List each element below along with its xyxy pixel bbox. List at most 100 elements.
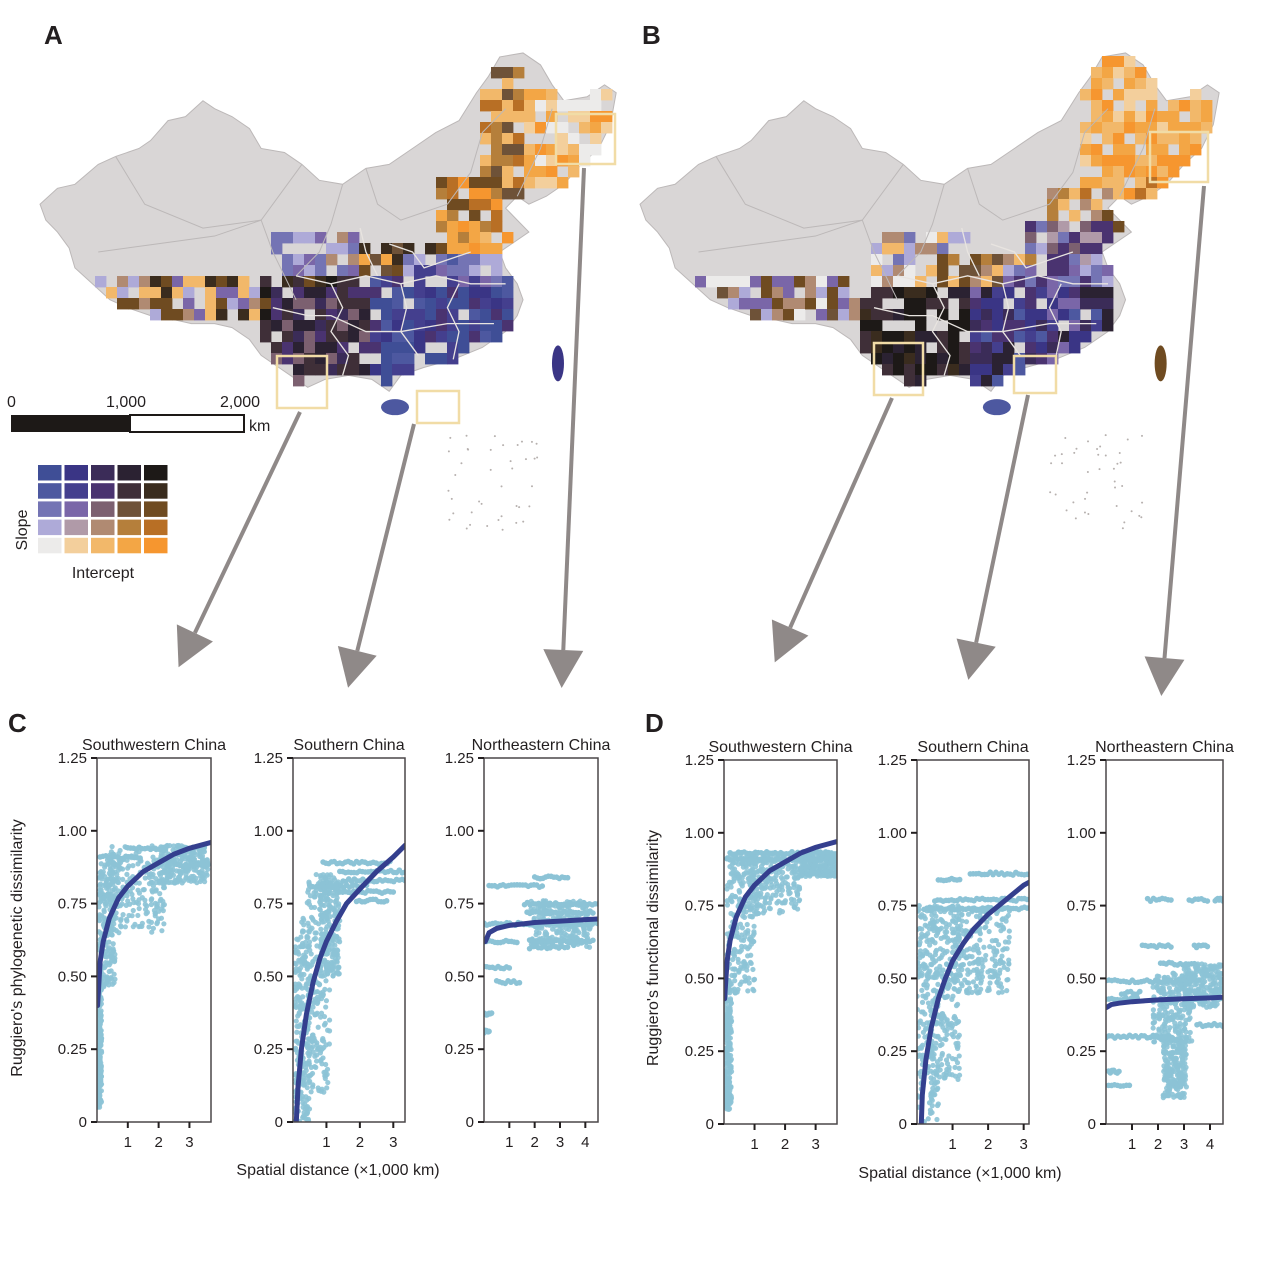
y-tick-label: 0.50 — [254, 968, 283, 985]
grid-cell — [568, 144, 580, 156]
data-point — [740, 879, 746, 886]
data-point — [330, 973, 336, 979]
data-point — [742, 978, 748, 984]
data-point — [724, 1056, 729, 1062]
grid-cell — [1146, 78, 1158, 90]
province-border — [446, 108, 506, 205]
sea-island — [536, 456, 539, 459]
grid-cell — [1069, 188, 1081, 200]
grid-cell — [502, 320, 514, 332]
data-point — [567, 933, 573, 939]
legend-cell — [38, 465, 62, 481]
grid-cell — [326, 331, 338, 343]
grid-cell — [458, 342, 470, 354]
sea-island — [493, 435, 496, 438]
grid-cell — [447, 331, 459, 343]
grid-cell — [1091, 144, 1103, 156]
map-b — [639, 52, 1220, 530]
grid-cell — [469, 331, 481, 343]
grid-cell — [816, 287, 828, 299]
grid-cell — [238, 276, 250, 288]
grid-cell — [1157, 133, 1169, 145]
grid-cell — [794, 298, 806, 310]
data-point — [942, 929, 948, 935]
grid-cell — [1080, 221, 1092, 233]
data-point — [329, 954, 335, 960]
subplot-title: Northeastern China — [472, 737, 611, 754]
grid-cell — [293, 320, 305, 332]
grid-cell — [871, 309, 883, 321]
data-point — [299, 942, 305, 948]
grid-cell — [816, 309, 828, 321]
data-point — [958, 953, 964, 959]
data-point — [109, 981, 116, 987]
grid-cell — [948, 287, 960, 299]
grid-cell — [1190, 122, 1202, 134]
grid-cell — [1157, 155, 1169, 167]
data-point — [113, 876, 119, 882]
grid-cell — [1091, 254, 1103, 266]
legend-cell — [117, 465, 141, 481]
grid-cell — [458, 221, 470, 233]
sea-island — [478, 500, 481, 503]
grid-cell — [1190, 111, 1202, 123]
sea-island — [528, 505, 531, 508]
data-point — [167, 843, 173, 849]
data-point — [944, 948, 950, 954]
grid-cell — [882, 276, 894, 288]
bivariate-legend: Slope Intercept — [14, 465, 168, 582]
grid-cell — [546, 100, 558, 112]
grid-cell — [502, 89, 514, 101]
grid-cell — [436, 287, 448, 299]
sea-island — [1115, 504, 1118, 507]
data-point — [986, 928, 992, 935]
grid-cell — [772, 309, 784, 321]
grid-cell — [1047, 232, 1059, 244]
grid-cell — [491, 221, 503, 233]
data-point — [728, 1068, 735, 1075]
grid-cell — [326, 364, 338, 376]
data-point — [933, 1045, 939, 1051]
grid-cell — [425, 309, 437, 321]
province-border — [330, 283, 350, 376]
data-point — [130, 896, 136, 902]
data-point — [313, 1058, 320, 1064]
data-point — [740, 960, 746, 966]
data-point — [949, 1072, 955, 1078]
grid-cell — [1179, 133, 1191, 145]
grid-cell — [882, 265, 894, 277]
grid-cell — [513, 111, 525, 123]
grid-cell — [293, 287, 305, 299]
data-point — [766, 900, 773, 906]
grid-cell — [491, 155, 503, 167]
data-point — [108, 975, 114, 981]
scale-tick-1000: 1,000 — [106, 394, 146, 411]
legend-cell — [38, 483, 62, 499]
data-point — [992, 963, 998, 969]
grid-cell — [1102, 78, 1114, 90]
data-point — [922, 916, 928, 922]
grid-cell — [926, 331, 938, 343]
data-point — [948, 1025, 955, 1031]
sea-island — [1065, 509, 1068, 512]
grid-cell — [1069, 210, 1081, 222]
grid-cell — [282, 331, 294, 343]
grid-cell — [1124, 56, 1136, 68]
data-point — [770, 892, 776, 898]
grid-cell — [1124, 122, 1136, 134]
data-point — [150, 854, 156, 860]
data-point — [974, 975, 980, 981]
data-point — [747, 913, 753, 919]
data-point — [100, 871, 106, 877]
grid-cell — [370, 320, 382, 332]
data-point — [965, 967, 971, 973]
grid-cell — [315, 265, 327, 277]
data-point — [938, 916, 944, 923]
grid-cell — [893, 342, 905, 354]
data-point — [953, 1003, 960, 1009]
grid-cell — [1113, 67, 1125, 79]
grid-cell — [1003, 287, 1015, 299]
grid-cell — [1014, 298, 1026, 310]
grid-cell — [359, 298, 371, 310]
grid-cell — [579, 144, 591, 156]
